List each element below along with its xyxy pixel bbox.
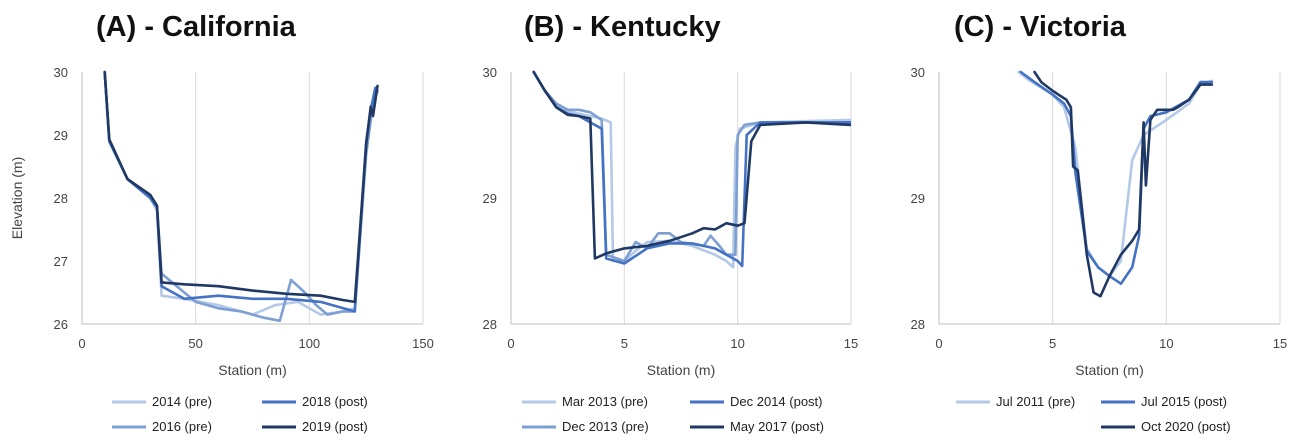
panel-kentucky: (B) - Kentucky 0 5 10 15 28 29 30 Station (m) Mar… xyxy=(483,11,859,434)
legend-label: Dec 2013 (pre) xyxy=(562,419,649,434)
x-axis-title: Station (m) xyxy=(218,362,286,378)
legend-label: Jul 2011 (pre) xyxy=(996,394,1075,409)
x-axis-title: Station (m) xyxy=(1075,362,1143,378)
panel-california: (A) - California 0 50 100 150 26 27 28 29 30 Stati… xyxy=(9,11,434,434)
panel-victoria: (C) - Victoria 0 5 10 15 28 29 30 Station (m) Jul… xyxy=(911,11,1288,434)
panel-title: (C) - Victoria xyxy=(954,11,1127,43)
y-tick-label: 26 xyxy=(54,317,68,332)
x-tick-label: 50 xyxy=(188,336,202,351)
legend-label: Mar 2013 (pre) xyxy=(562,394,648,409)
y-tick-label: 28 xyxy=(54,191,68,206)
x-tick-label: 0 xyxy=(78,336,85,351)
x-tick-label: 15 xyxy=(844,336,858,351)
x-tick-label: 5 xyxy=(1049,336,1056,351)
series-line xyxy=(532,70,851,263)
legend-label: 2014 (pre) xyxy=(152,394,212,409)
y-tick-label: 30 xyxy=(911,65,925,80)
y-tick-label: 29 xyxy=(483,191,497,206)
y-tick-label: 30 xyxy=(54,65,68,80)
series-line xyxy=(532,70,851,268)
x-tick-label: 5 xyxy=(621,336,628,351)
x-tick-label: 150 xyxy=(412,336,434,351)
x-tick-label: 0 xyxy=(507,336,514,351)
legend-label: Oct 2020 (post) xyxy=(1141,419,1231,434)
y-tick-label: 27 xyxy=(54,254,68,269)
legend-label: 2019 (post) xyxy=(302,419,368,434)
legend-label: Jul 2015 (post) xyxy=(1141,394,1227,409)
panel-title: (B) - Kentucky xyxy=(524,11,721,43)
y-tick-label: 28 xyxy=(911,317,925,332)
x-tick-label: 10 xyxy=(730,336,744,351)
x-tick-label: 0 xyxy=(935,336,942,351)
y-tick-label: 29 xyxy=(54,128,68,143)
series-line xyxy=(103,70,379,323)
series-line xyxy=(103,70,379,304)
legend-label: May 2017 (post) xyxy=(730,419,824,434)
series-line xyxy=(1033,70,1214,298)
panel-title: (A) - California xyxy=(96,11,297,43)
legend-label: 2016 (pre) xyxy=(152,419,212,434)
y-tick-label: 30 xyxy=(483,65,497,80)
y-tick-label: 28 xyxy=(483,317,497,332)
series-line xyxy=(532,70,851,260)
x-axis-title: Station (m) xyxy=(647,362,715,378)
y-axis-title: Elevation (m) xyxy=(9,157,25,239)
legend-label: 2018 (post) xyxy=(302,394,368,409)
y-tick-label: 29 xyxy=(911,191,925,206)
series-line xyxy=(532,70,851,269)
x-tick-label: 10 xyxy=(1159,336,1173,351)
legend-label: Dec 2014 (post) xyxy=(730,394,823,409)
x-tick-label: 100 xyxy=(298,336,320,351)
x-tick-label: 15 xyxy=(1273,336,1287,351)
